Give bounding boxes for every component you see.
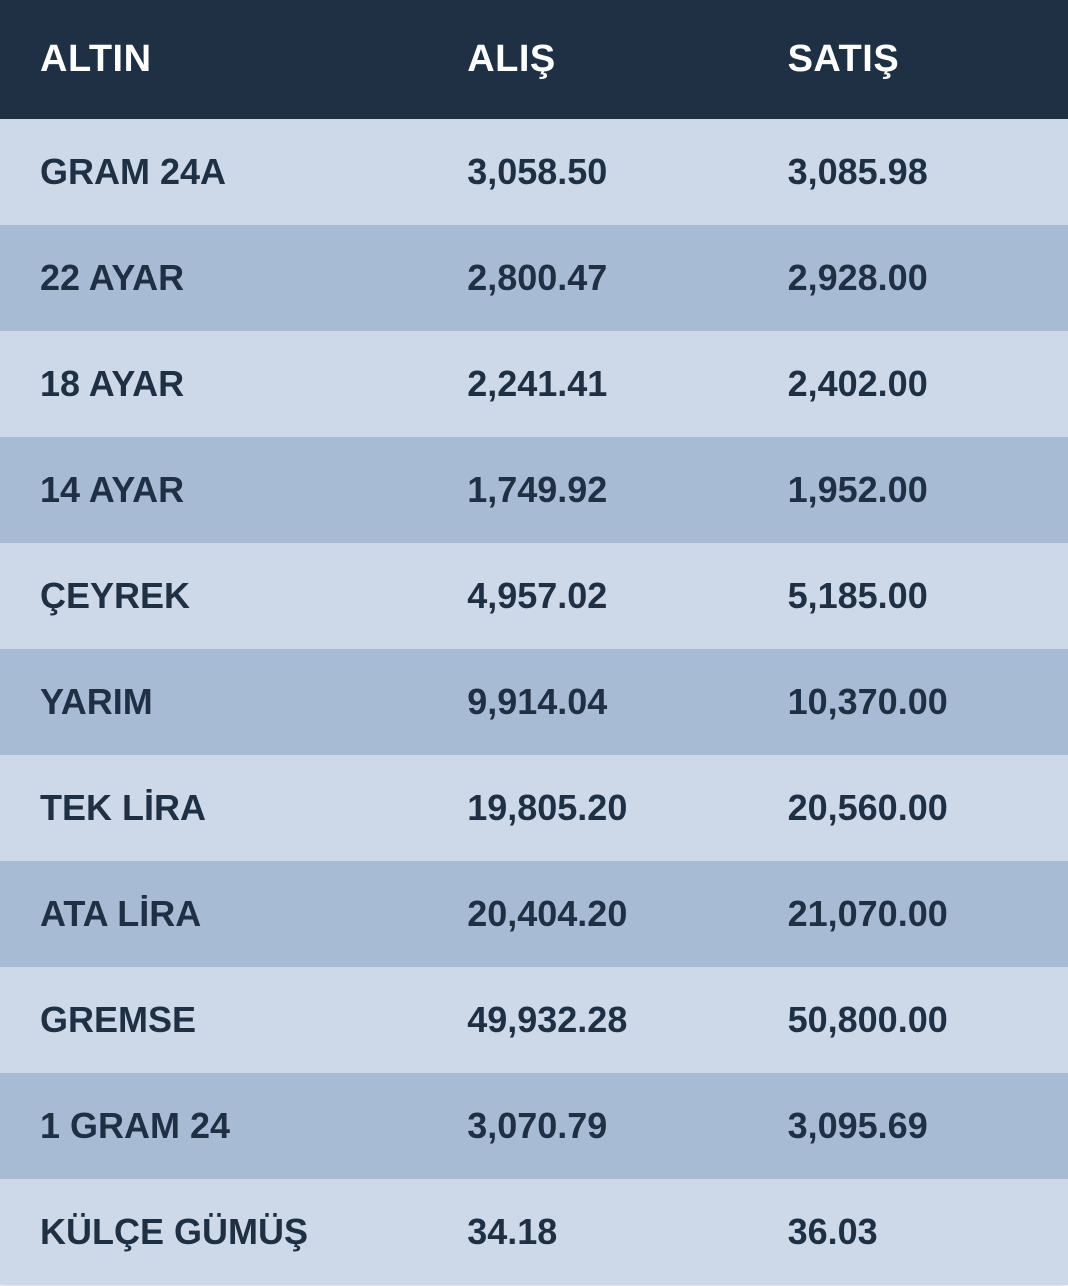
cell-buy: 4,957.02 — [427, 543, 747, 649]
cell-sell: 3,095.69 — [748, 1073, 1068, 1179]
cell-name: GRAM 24A — [0, 119, 427, 225]
gold-price-table: ALTIN ALIŞ SATIŞ GRAM 24A 3,058.50 3,085… — [0, 0, 1068, 1285]
cell-name: 18 AYAR — [0, 331, 427, 437]
cell-buy: 34.18 — [427, 1179, 747, 1285]
col-header-name: ALTIN — [0, 0, 427, 119]
cell-buy: 19,805.20 — [427, 755, 747, 861]
cell-name: 1 GRAM 24 — [0, 1073, 427, 1179]
table-row: YARIM 9,914.04 10,370.00 — [0, 649, 1068, 755]
cell-name: 14 AYAR — [0, 437, 427, 543]
cell-sell: 36.03 — [748, 1179, 1068, 1285]
col-header-buy: ALIŞ — [427, 0, 747, 119]
cell-name: KÜLÇE GÜMÜŞ — [0, 1179, 427, 1285]
col-header-sell: SATIŞ — [748, 0, 1068, 119]
cell-buy: 2,241.41 — [427, 331, 747, 437]
cell-buy: 49,932.28 — [427, 967, 747, 1073]
table-row: ATA LİRA 20,404.20 21,070.00 — [0, 861, 1068, 967]
cell-name: 22 AYAR — [0, 225, 427, 331]
cell-name: YARIM — [0, 649, 427, 755]
table-row: GREMSE 49,932.28 50,800.00 — [0, 967, 1068, 1073]
table-row: 1 GRAM 24 3,070.79 3,095.69 — [0, 1073, 1068, 1179]
table-header-row: ALTIN ALIŞ SATIŞ — [0, 0, 1068, 119]
cell-buy: 3,058.50 — [427, 119, 747, 225]
table-row: 18 AYAR 2,241.41 2,402.00 — [0, 331, 1068, 437]
cell-buy: 3,070.79 — [427, 1073, 747, 1179]
cell-name: TEK LİRA — [0, 755, 427, 861]
cell-sell: 2,402.00 — [748, 331, 1068, 437]
cell-name: ÇEYREK — [0, 543, 427, 649]
table-row: KÜLÇE GÜMÜŞ 34.18 36.03 — [0, 1179, 1068, 1285]
cell-buy: 20,404.20 — [427, 861, 747, 967]
cell-sell: 20,560.00 — [748, 755, 1068, 861]
cell-name: GREMSE — [0, 967, 427, 1073]
cell-sell: 5,185.00 — [748, 543, 1068, 649]
cell-sell: 10,370.00 — [748, 649, 1068, 755]
cell-buy: 9,914.04 — [427, 649, 747, 755]
table-row: 14 AYAR 1,749.92 1,952.00 — [0, 437, 1068, 543]
table-row: ÇEYREK 4,957.02 5,185.00 — [0, 543, 1068, 649]
table-row: TEK LİRA 19,805.20 20,560.00 — [0, 755, 1068, 861]
cell-sell: 50,800.00 — [748, 967, 1068, 1073]
cell-sell: 3,085.98 — [748, 119, 1068, 225]
cell-name: ATA LİRA — [0, 861, 427, 967]
cell-sell: 1,952.00 — [748, 437, 1068, 543]
cell-buy: 1,749.92 — [427, 437, 747, 543]
cell-buy: 2,800.47 — [427, 225, 747, 331]
table-row: GRAM 24A 3,058.50 3,085.98 — [0, 119, 1068, 225]
cell-sell: 21,070.00 — [748, 861, 1068, 967]
cell-sell: 2,928.00 — [748, 225, 1068, 331]
table-row: 22 AYAR 2,800.47 2,928.00 — [0, 225, 1068, 331]
